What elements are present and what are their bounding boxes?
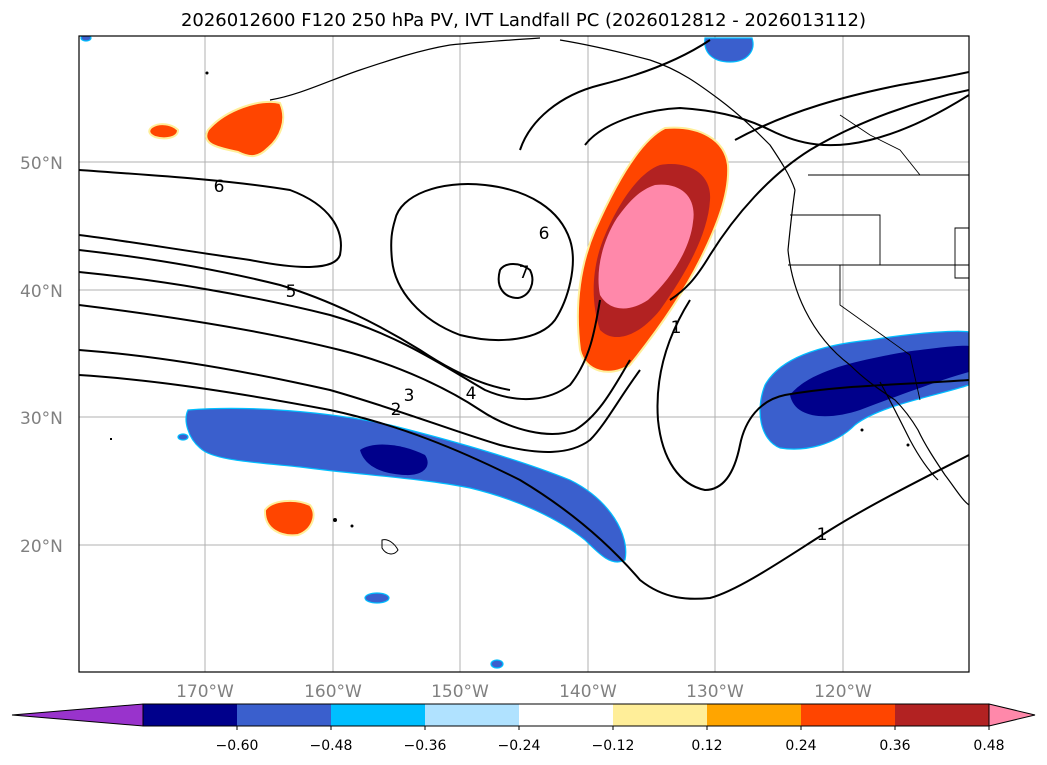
colorbar-frame bbox=[142, 703, 990, 727]
coastlines bbox=[269, 37, 969, 506]
contour-label: 5 bbox=[286, 282, 297, 302]
contour-1-low bbox=[669, 89, 969, 301]
colorbar-tick-label: 0.36 bbox=[879, 738, 910, 754]
colorbar-tick-label: 0.24 bbox=[785, 738, 816, 754]
contour-2 bbox=[79, 349, 641, 453]
colorbar-tick-label: 0.12 bbox=[691, 738, 722, 754]
state-borders bbox=[788, 114, 969, 401]
contour-labels: 6 5 3 2 4 6 7 1 1 bbox=[214, 177, 828, 545]
lat-label: 40°N bbox=[20, 282, 63, 302]
contour-3b bbox=[79, 374, 969, 600]
colorbar-tick-label: −0.60 bbox=[216, 738, 259, 754]
colorbar-segment bbox=[237, 704, 332, 726]
positive-ivt-plume-core bbox=[598, 184, 694, 309]
colorbar bbox=[11, 703, 1036, 727]
lat-label: 50°N bbox=[20, 154, 63, 174]
lon-label: 130°W bbox=[686, 682, 744, 702]
pv-contours bbox=[79, 39, 969, 600]
positive-ivt-small-west bbox=[148, 123, 180, 140]
lat-label: 20°N bbox=[20, 537, 63, 557]
map-title: 2026012600 F120 250 hPa PV, IVT Landfall… bbox=[180, 10, 867, 31]
lon-label: 120°W bbox=[814, 682, 872, 702]
colorbar-tick-label: −0.24 bbox=[498, 738, 541, 754]
contour-5-west bbox=[79, 249, 511, 391]
contour-7 bbox=[497, 263, 534, 300]
negative-ivt-core-west bbox=[360, 444, 428, 476]
colorbar-segment bbox=[425, 704, 520, 726]
colorbar-tick-label: −0.48 bbox=[310, 738, 353, 754]
contour-label: 2 bbox=[391, 400, 402, 420]
contour-label: 4 bbox=[466, 384, 477, 404]
contour-6-west bbox=[79, 169, 342, 268]
contour-6-ridge bbox=[519, 39, 711, 151]
lon-label: 150°W bbox=[431, 682, 489, 702]
contour-label: 1 bbox=[817, 525, 828, 545]
colorbar-tick-label: 0.48 bbox=[973, 738, 1004, 754]
contour-4 bbox=[79, 271, 601, 401]
positive-ivt-hawaii bbox=[263, 499, 315, 537]
negative-ivt-shading bbox=[80, 36, 969, 669]
contour-trough bbox=[390, 183, 574, 341]
negative-ivt-small-blob bbox=[364, 592, 390, 604]
contour-label: 7 bbox=[519, 263, 530, 283]
colorbar-segment bbox=[895, 704, 990, 726]
colorbar-tick-label: −0.12 bbox=[592, 738, 635, 754]
colorbar-extend-min bbox=[11, 703, 144, 727]
latitude-labels: 50°N 40°N 30°N 20°N bbox=[20, 154, 63, 557]
lon-label: 160°W bbox=[304, 682, 362, 702]
negative-ivt-core-east bbox=[790, 345, 969, 417]
contour-1-east bbox=[734, 71, 969, 141]
colorbar-segment bbox=[331, 704, 426, 726]
contour-ridge-inner bbox=[584, 94, 969, 147]
contour-label: 3 bbox=[404, 386, 415, 406]
colorbar-extend-max bbox=[988, 703, 1036, 727]
colorbar-segment bbox=[613, 704, 708, 726]
lon-label: 170°W bbox=[176, 682, 234, 702]
contour-label: 1 bbox=[671, 318, 682, 338]
negative-ivt-alaska-blob bbox=[704, 37, 754, 63]
contour-label: 6 bbox=[539, 224, 550, 244]
colorbar-labels: −0.60 −0.48 −0.36 −0.24 −0.12 0.12 0.24 0.36 0.4… bbox=[216, 726, 1005, 754]
contour-1-west bbox=[656, 299, 969, 492]
islands bbox=[110, 71, 910, 555]
contour-3 bbox=[79, 304, 631, 435]
lon-label: 140°W bbox=[559, 682, 617, 702]
contour-label: 6 bbox=[214, 177, 225, 197]
colorbar-segment bbox=[801, 704, 896, 726]
map-frame bbox=[78, 35, 970, 673]
positive-ivt-bering bbox=[205, 100, 285, 158]
colorbar-tick-label: −0.36 bbox=[404, 738, 447, 754]
colorbar-segment bbox=[143, 704, 238, 726]
lat-label: 30°N bbox=[20, 409, 63, 429]
colorbar-segment bbox=[519, 704, 614, 726]
positive-ivt-shading bbox=[148, 100, 730, 537]
colorbar-segment bbox=[707, 704, 802, 726]
longitude-labels: 170°W 160°W 150°W 140°W 130°W 120°W bbox=[176, 682, 872, 702]
